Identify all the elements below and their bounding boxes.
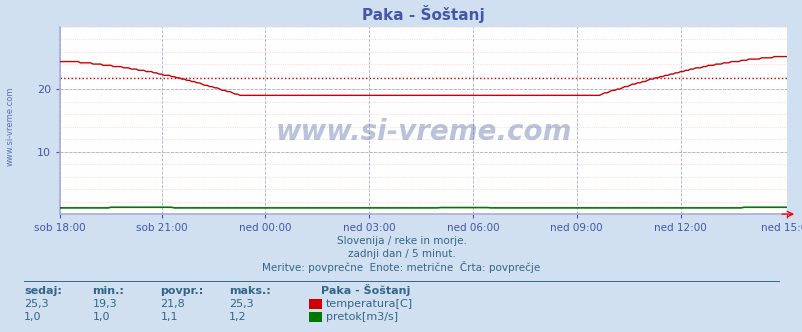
Text: sedaj:: sedaj: — [24, 286, 62, 296]
Title: Paka - Šoštanj: Paka - Šoštanj — [362, 5, 484, 23]
Text: pretok[m3/s]: pretok[m3/s] — [326, 312, 398, 322]
Text: 1,0: 1,0 — [24, 312, 42, 322]
Text: maks.:: maks.: — [229, 286, 270, 296]
Text: povpr.:: povpr.: — [160, 286, 204, 296]
Text: temperatura[C]: temperatura[C] — [326, 299, 412, 309]
Text: min.:: min.: — [92, 286, 124, 296]
Text: 25,3: 25,3 — [24, 299, 49, 309]
Text: 1,0: 1,0 — [92, 312, 110, 322]
Text: www.si-vreme.com: www.si-vreme.com — [6, 86, 15, 166]
Text: 19,3: 19,3 — [92, 299, 117, 309]
Text: 21,8: 21,8 — [160, 299, 185, 309]
Text: 1,1: 1,1 — [160, 312, 178, 322]
Text: Meritve: povprečne  Enote: metrične  Črta: povprečje: Meritve: povprečne Enote: metrične Črta:… — [262, 261, 540, 273]
Text: Slovenija / reke in morje.: Slovenija / reke in morje. — [336, 236, 466, 246]
Text: zadnji dan / 5 minut.: zadnji dan / 5 minut. — [347, 249, 455, 259]
Text: Paka - Šoštanj: Paka - Šoštanj — [321, 284, 410, 296]
Text: 1,2: 1,2 — [229, 312, 246, 322]
Text: 25,3: 25,3 — [229, 299, 253, 309]
Text: www.si-vreme.com: www.si-vreme.com — [275, 118, 571, 146]
